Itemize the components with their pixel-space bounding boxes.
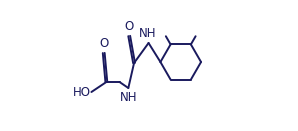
Text: NH: NH [139,27,156,40]
Text: O: O [125,20,134,33]
Text: NH: NH [120,91,138,104]
Text: O: O [99,37,108,50]
Text: HO: HO [73,86,91,99]
